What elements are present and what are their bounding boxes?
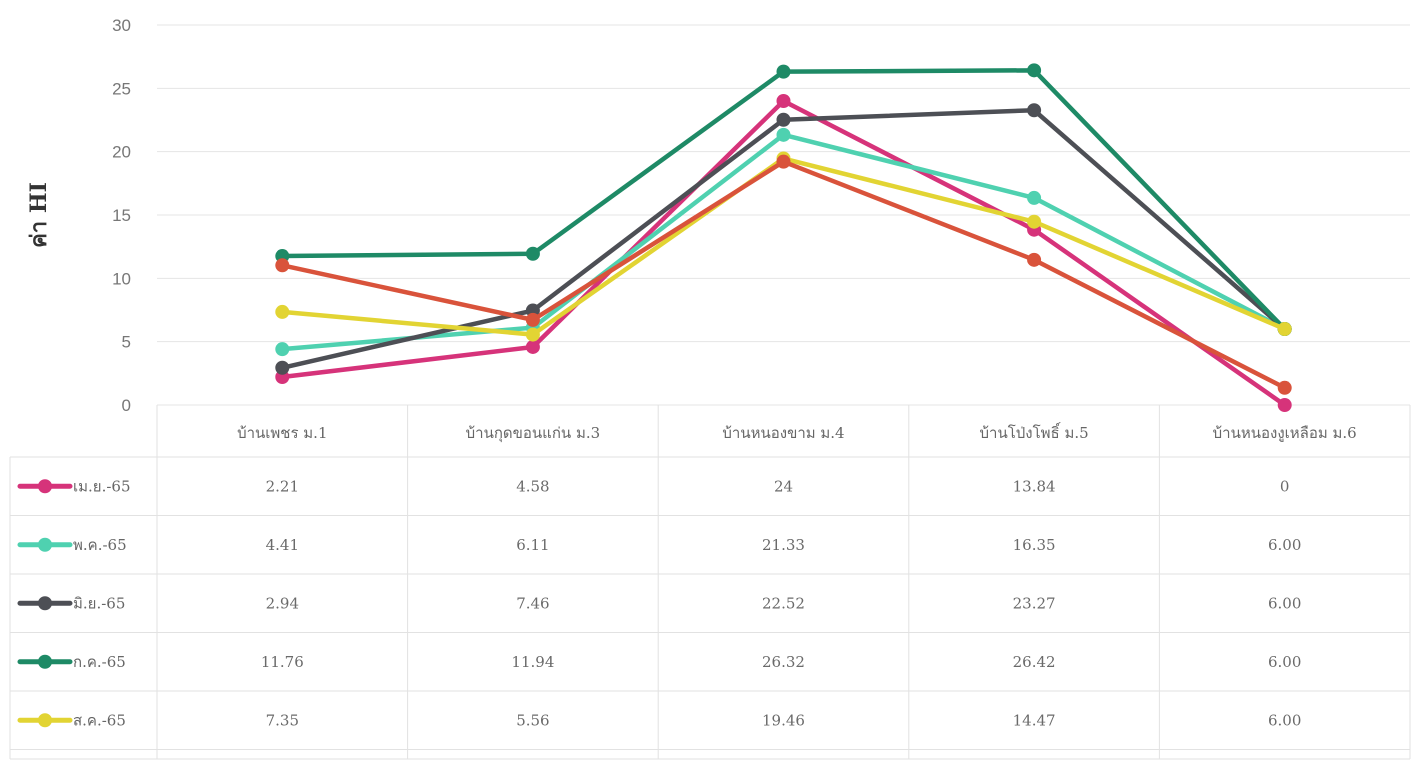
y-tick-label: 30 <box>112 16 131 35</box>
category-label: บ้านกุดขอนแก่น ม.3 <box>466 424 601 443</box>
y-tick-label: 0 <box>122 396 131 415</box>
data-point <box>1027 63 1042 78</box>
y-axis-ticks: 0 5 10 15 20 25 30 <box>112 16 131 415</box>
series-line <box>280 156 1287 337</box>
table-cell-value: 7.35 <box>266 711 299 729</box>
table-cell-value: 26.32 <box>762 653 805 671</box>
table-cell-value: 11.94 <box>511 653 554 671</box>
data-point <box>776 94 791 108</box>
series-lines <box>275 63 1292 412</box>
table-cell-value: 5.56 <box>516 711 549 729</box>
data-point <box>1027 214 1042 229</box>
legend-label: มิ.ย.-65 <box>73 594 125 612</box>
table-cell-value: 26.42 <box>1013 653 1056 671</box>
series-group <box>275 154 1292 395</box>
data-point <box>1277 398 1292 412</box>
data-point <box>1027 103 1042 118</box>
table-cell-value: 14.47 <box>1013 711 1056 729</box>
series-line <box>280 107 1287 371</box>
series-group <box>275 103 1292 375</box>
data-point <box>1277 322 1292 336</box>
data-point <box>776 64 791 79</box>
table-cell-value: 6.00 <box>1268 594 1301 612</box>
table-cell-value: 4.41 <box>266 536 299 554</box>
legend-dot-marker <box>38 596 52 611</box>
y-tick-label: 20 <box>112 143 131 162</box>
data-point <box>525 339 540 354</box>
category-label: บ้านหนองงูเหลือม ม.6 <box>1213 424 1357 442</box>
y-axis-label: ค่า HI <box>26 182 52 248</box>
data-point <box>1277 380 1292 395</box>
category-label: บ้านโป่งโพธิ์ ม.5 <box>980 422 1089 442</box>
table-cell-value: 13.84 <box>1013 477 1056 495</box>
legend-label: ก.ค.-65 <box>73 653 126 671</box>
legend-label: เม.ย.-65 <box>73 477 131 495</box>
y-tick-label: 10 <box>112 269 131 288</box>
table-cell-value: 24 <box>774 477 793 495</box>
legend-dot-marker <box>38 537 52 552</box>
data-point <box>275 304 290 319</box>
data-point <box>1027 252 1042 267</box>
y-tick-label: 5 <box>122 333 131 352</box>
table-cell-value: 11.76 <box>261 653 304 671</box>
y-tick-label: 25 <box>112 79 131 98</box>
data-point <box>776 154 791 169</box>
table-cell-value: 2.21 <box>266 477 299 495</box>
data-point <box>275 360 290 375</box>
data-point <box>776 127 791 142</box>
table-cell-value: 23.27 <box>1013 594 1056 612</box>
table-cell-value: 6.00 <box>1268 711 1301 729</box>
legend-dot-marker <box>38 713 52 728</box>
table-cell-value: 6.00 <box>1268 536 1301 554</box>
table-cell-value: 6.00 <box>1268 653 1301 671</box>
table-cell-value: 0 <box>1280 477 1290 495</box>
category-label: บ้านหนองขาม ม.4 <box>722 424 844 442</box>
data-point <box>525 312 540 327</box>
data-point <box>776 112 791 127</box>
legend-label: ส.ค.-65 <box>73 711 126 729</box>
data-point <box>525 327 540 342</box>
table-cell-value: 6.11 <box>516 536 549 554</box>
category-label: บ้านเพชร ม.1 <box>237 424 327 442</box>
data-point <box>275 258 290 273</box>
y-tick-label: 15 <box>112 206 131 225</box>
data-point <box>1027 190 1042 205</box>
data-point <box>525 246 540 261</box>
legend-dot-marker <box>38 654 52 669</box>
table-cell-value: 19.46 <box>762 711 805 729</box>
data-point <box>275 342 290 357</box>
table-cell-value: 16.35 <box>1013 536 1056 554</box>
table-cell-value: 22.52 <box>762 594 805 612</box>
table-cell-value: 21.33 <box>762 536 805 554</box>
table-cell-value: 4.58 <box>516 477 549 495</box>
table-cell-value: 2.94 <box>266 594 299 612</box>
data-table: บ้านเพชร ม.1 บ้านกุดขอนแก่น ม.3 บ้านหนองขา… <box>9 405 1411 760</box>
legend-dot-marker <box>38 479 52 494</box>
table-cell-value: 7.46 <box>516 594 549 612</box>
legend-label: พ.ค.-65 <box>73 536 127 554</box>
gridlines <box>157 24 1410 406</box>
